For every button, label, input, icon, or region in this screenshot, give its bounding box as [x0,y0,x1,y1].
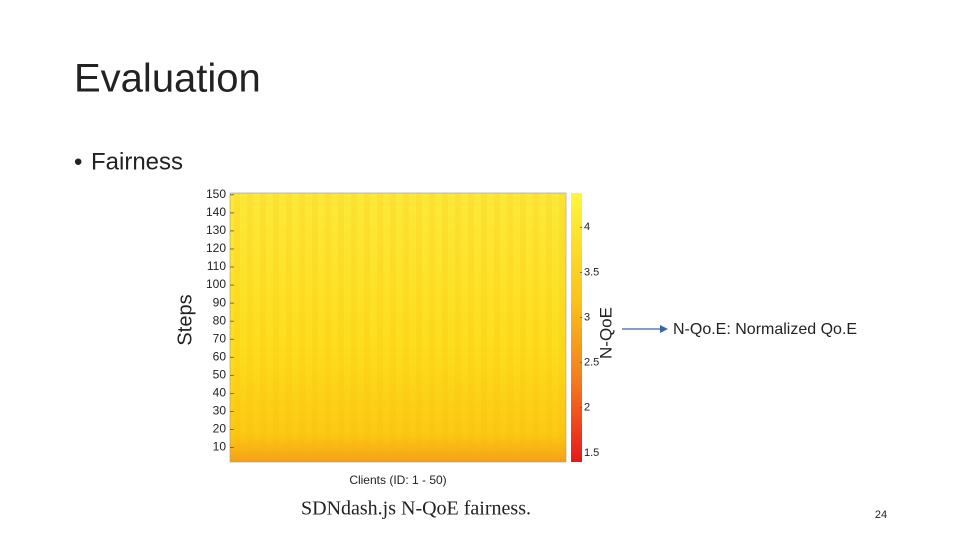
y-tick-label: 10 [213,440,227,454]
colorbar-label: N-QoE [596,307,615,359]
colorbar-tick-label: 1.5 [584,447,599,459]
y-tick-label: 40 [213,386,227,400]
y-tick-label: 150 [206,187,226,201]
colorbar-tick-label: 3.5 [584,266,599,278]
heatmap-texture [230,193,566,462]
colorbar-tick-label: 3 [584,311,590,323]
y-tick-label: 110 [207,259,226,273]
y-tick-label: 130 [206,223,226,237]
slide-title: Evaluation [74,57,261,101]
arrow-head [660,325,668,333]
bullet: Fairness [91,148,183,175]
plot-frame [229,192,567,463]
y-tick-label: 50 [213,368,227,382]
caption: SDNdash.js N-QoE fairness. [301,498,531,520]
y-tick-label: 70 [213,331,227,345]
y-tick-label: 90 [213,295,227,309]
x-axis-label: Clients (ID: 1 - 50) [349,473,446,487]
y-tick-label: 30 [213,404,227,418]
y-tick-label: 140 [206,205,226,219]
bullet-dot: • [74,148,82,175]
colorbar-tick-label: 2.5 [584,357,599,369]
y-axis-label: Steps [174,294,196,345]
y-tick-label: 20 [213,422,227,436]
y-tick-label: 100 [206,277,226,291]
page-number: 24 [875,509,887,521]
y-tick-label: 80 [213,313,227,327]
colorbar-tick-label: 4 [584,221,590,233]
y-tick-label: 120 [206,241,226,255]
colorbar [571,193,582,462]
colorbar-tick-label: 2 [584,402,590,414]
annotation: N-Qo.E: Normalized Qo.E [673,321,857,338]
y-tick-label: 60 [213,349,227,363]
